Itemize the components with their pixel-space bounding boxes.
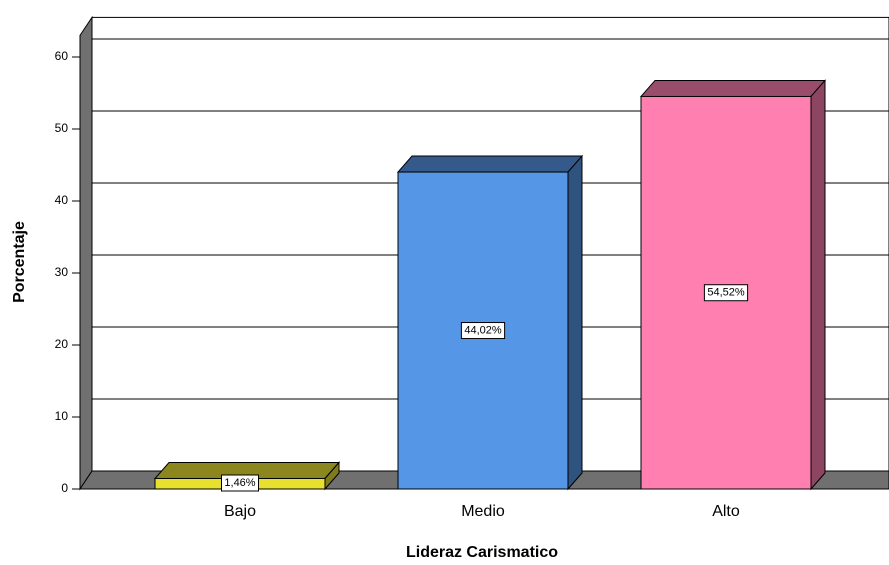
value-label-box [703, 284, 749, 302]
bar-side [567, 154, 583, 491]
y-tick-label: 60 [55, 49, 69, 63]
x-tick-label: Medio [461, 503, 505, 520]
bar-top [639, 79, 827, 97]
y-tick-label: 20 [55, 337, 69, 351]
y-tick-label: 30 [55, 265, 69, 279]
bar-top [396, 155, 584, 173]
value-label: 1,46% [224, 477, 255, 489]
x-tick-label: Alto [712, 503, 740, 520]
value-label: 44,02% [464, 324, 502, 336]
bar-side [810, 79, 826, 491]
value-label-box [221, 474, 259, 492]
value-label: 54,52% [707, 287, 745, 299]
y-tick-label: 0 [61, 481, 68, 495]
y-tick-label: 40 [55, 193, 69, 207]
y-tick-label: 50 [55, 121, 69, 135]
y-tick-label: 10 [55, 409, 69, 423]
y-axis-title: Porcentaje [11, 221, 28, 303]
x-tick-label: Bajo [224, 503, 256, 520]
value-label-box [460, 322, 506, 340]
left-wall [79, 15, 93, 491]
x-axis-title: Lideraz Carismatico [406, 544, 558, 561]
